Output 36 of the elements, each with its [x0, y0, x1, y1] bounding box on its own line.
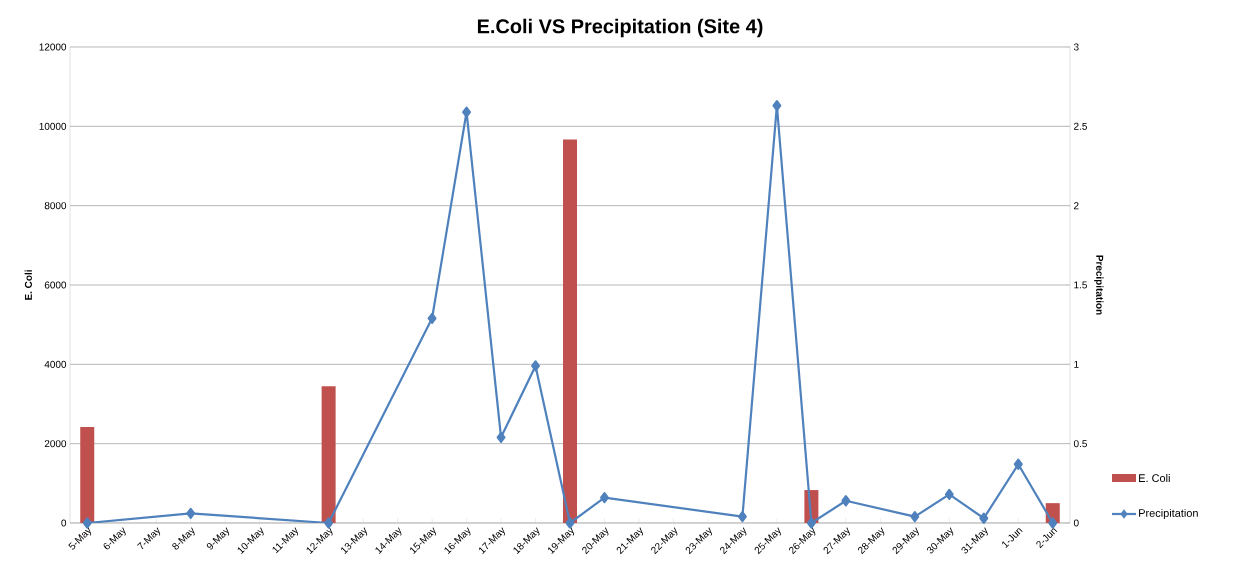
- point: [531, 360, 540, 372]
- y2-tick-label: 3: [1073, 43, 1079, 51]
- y-axis-title: E. Coli: [24, 270, 32, 300]
- y-tick-label: 10000: [39, 122, 67, 130]
- point: [427, 312, 437, 324]
- point: [841, 495, 851, 507]
- point: [496, 431, 506, 443]
- point: [772, 100, 782, 112]
- point: [1013, 458, 1023, 470]
- y2-tick-label: 2: [1074, 202, 1079, 210]
- y2-tick-label: 2.5: [1074, 122, 1087, 130]
- point: [737, 511, 747, 523]
- point: [186, 507, 196, 520]
- point: [1048, 517, 1058, 529]
- y-tick-label: 8000: [44, 202, 67, 210]
- y2-axis-title: Precipitation: [1094, 255, 1104, 315]
- y2-tick-label: 0: [1073, 519, 1079, 527]
- y-tick-label: 12000: [39, 43, 67, 51]
- y2-tick-label: 1: [1074, 360, 1079, 368]
- point: [910, 511, 920, 523]
- y-tick-label: 0: [61, 519, 67, 527]
- point: [600, 492, 609, 504]
- y2-tick-label: 1.5: [1074, 281, 1087, 289]
- y2-tick-label: 0.5: [1073, 440, 1087, 448]
- y-tick-label: 2000: [44, 440, 67, 448]
- point: [979, 512, 989, 524]
- point: [462, 106, 472, 118]
- legend-label: E. Coli: [1139, 473, 1170, 483]
- chart-title: E.Coli VS Precipitation (Site 4): [477, 18, 763, 38]
- bar: [321, 386, 336, 523]
- legend-label: Precipitation: [1139, 508, 1198, 520]
- bar: [563, 139, 578, 523]
- y-tick-label: 4000: [44, 360, 67, 368]
- point: [944, 488, 954, 501]
- bar: [80, 426, 95, 523]
- y-tick-label: 6000: [44, 281, 67, 289]
